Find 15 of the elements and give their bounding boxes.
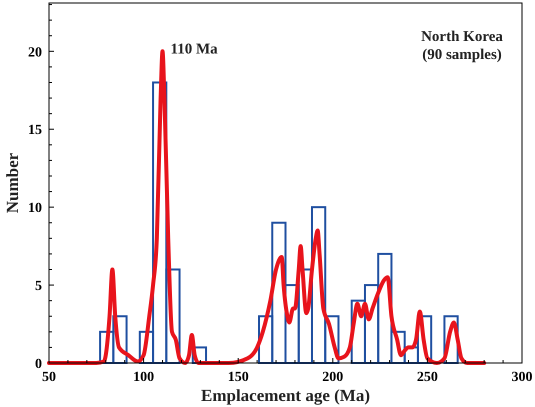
x-tick-label: 150 (228, 370, 249, 385)
x-tick-label: 300 (512, 370, 532, 385)
x-tick-label: 50 (42, 370, 56, 385)
y-tick-label: 20 (28, 45, 42, 60)
y-tick-label: 10 (28, 201, 42, 216)
y-tick-label: 15 (28, 123, 42, 138)
y-axis-title: Number (3, 152, 22, 214)
x-axis-title: Emplacement age (Ma) (200, 386, 370, 405)
x-tick-label: 200 (322, 370, 344, 385)
annotation: North Korea (90 samples) (421, 29, 504, 63)
y-tick-label: 5 (35, 279, 42, 294)
x-tick-label: 250 (416, 370, 438, 385)
annotation: 110 Ma (170, 41, 218, 58)
x-tick-label: 100 (133, 370, 154, 385)
y-tick-label: 0 (35, 357, 42, 372)
